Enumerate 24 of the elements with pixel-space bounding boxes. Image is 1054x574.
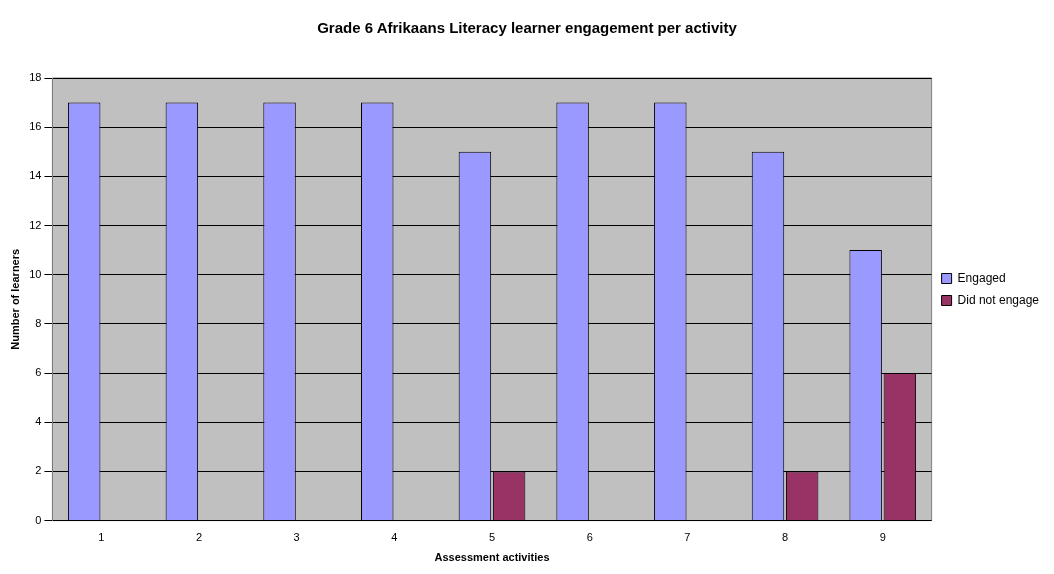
- y-axis-title: Number of learners: [8, 248, 21, 350]
- y-tick-label: 8: [35, 316, 42, 329]
- x-tick-label: 2: [195, 531, 203, 544]
- y-tick-label: 6: [35, 366, 42, 379]
- y-tick-label: 18: [29, 71, 42, 84]
- x-tick-label: 9: [879, 531, 886, 544]
- x-tick-label: 7: [684, 531, 691, 544]
- legend-label: Did not engage: [957, 292, 1040, 307]
- chart-title: Grade 6 Afrikaans Literacy learner engagement per activity: [317, 19, 738, 37]
- y-tick-label: 14: [29, 169, 42, 182]
- x-tick-label: 1: [98, 531, 105, 544]
- y-tick-label: 2: [35, 464, 42, 477]
- y-tick-label: 0: [35, 513, 42, 526]
- x-tick-label: 3: [293, 531, 300, 544]
- y-tick-label: 16: [29, 120, 42, 133]
- x-tick-label: 8: [782, 531, 789, 544]
- x-tick-label: 6: [586, 531, 593, 544]
- x-tick-label: 5: [488, 531, 496, 544]
- x-tick-label: 4: [391, 531, 398, 544]
- y-tick-label: 10: [29, 267, 42, 280]
- y-tick-label: 12: [29, 218, 42, 231]
- x-axis-title: Assessment activities: [434, 551, 550, 564]
- legend-label: Engaged: [957, 270, 1006, 285]
- y-tick-label: 4: [35, 415, 42, 428]
